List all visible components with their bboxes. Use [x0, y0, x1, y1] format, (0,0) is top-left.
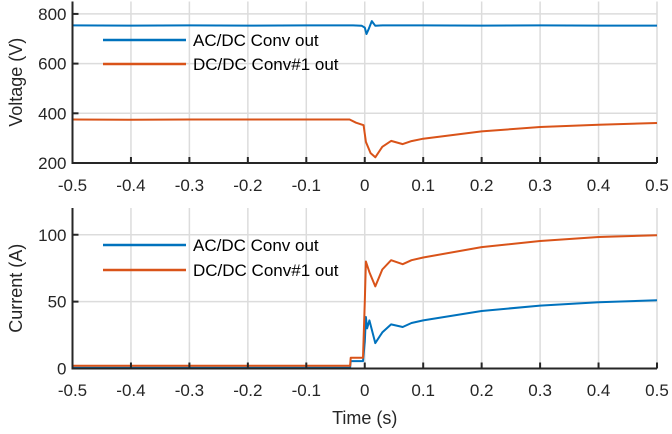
x-tick-label: 0.3: [528, 176, 552, 195]
y-tick-label: 0: [57, 360, 66, 379]
x-tick-label: 0.5: [645, 176, 669, 195]
y-tick-label: 400: [38, 104, 66, 123]
y-tick-label: 50: [48, 293, 67, 312]
x-tick-label: -0.2: [233, 176, 262, 195]
series-line-dc-dc: [72, 234, 658, 367]
y-tick-label: 600: [38, 55, 66, 74]
x-tick-label: 0.3: [528, 381, 552, 400]
x-tick-label: 0: [360, 176, 369, 195]
current-panel: AC/DC Conv out DC/DC Conv#1 out -0.5 -0.4 -0…: [6, 208, 669, 428]
x-tick-label: 0.1: [411, 381, 435, 400]
x-tick-label: -0.4: [116, 381, 145, 400]
legend-label: DC/DC Conv#1 out: [193, 55, 339, 74]
y-axis-label: Voltage (V): [6, 38, 26, 127]
x-tick-label: 0: [360, 381, 369, 400]
legend-label: DC/DC Conv#1 out: [193, 261, 339, 280]
legend-label: AC/DC Conv out: [193, 31, 319, 50]
x-tick-label: 0.1: [411, 176, 435, 195]
x-tick-label: -0.5: [58, 381, 87, 400]
x-tick-label: -0.5: [58, 176, 87, 195]
y-axis-label: Current (A): [6, 244, 26, 333]
x-tick-label: 0.5: [645, 381, 669, 400]
y-tick-label: 200: [38, 154, 66, 173]
legend-label: AC/DC Conv out: [193, 236, 319, 255]
x-tick-label: 0.2: [470, 176, 494, 195]
voltage-panel: AC/DC Conv out DC/DC Conv#1 out -0.5 -0.4 -0…: [6, 1, 669, 195]
x-tick-label: 0.4: [587, 381, 611, 400]
x-axis-label: Time (s): [332, 408, 397, 428]
x-tick-label: -0.4: [116, 176, 145, 195]
y-tick-label: 100: [38, 226, 66, 245]
y-tick-label: 800: [38, 5, 66, 24]
x-tick-label: -0.3: [175, 381, 204, 400]
x-tick-label: 0.2: [470, 381, 494, 400]
x-tick-label: 0.4: [587, 176, 611, 195]
x-tick-label: -0.2: [233, 381, 262, 400]
x-tick-label: -0.3: [175, 176, 204, 195]
series-line-dc-dc: [72, 118, 658, 159]
x-tick-label: -0.1: [292, 381, 321, 400]
series-line-ac-dc: [72, 20, 657, 35]
x-tick-label: -0.1: [292, 176, 321, 195]
